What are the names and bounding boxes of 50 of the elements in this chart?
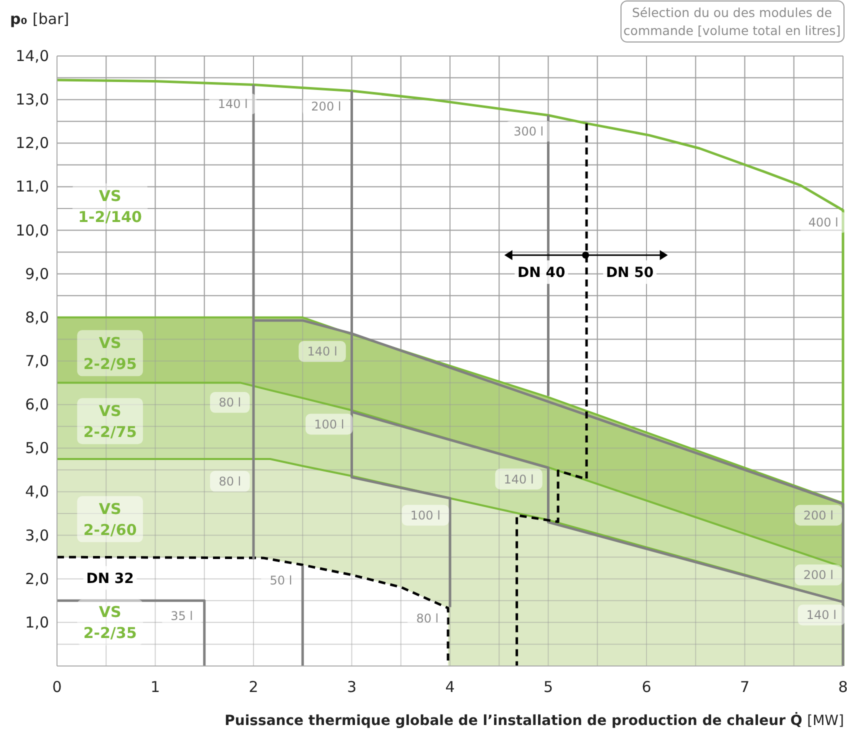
x-tick-label: 6 — [642, 678, 652, 696]
x-tick-label: 1 — [150, 678, 160, 696]
x-tick-label: 7 — [740, 678, 750, 696]
y-tick-label: 2,0 — [25, 570, 49, 588]
y-tick-label: 12,0 — [16, 134, 49, 152]
y-tick-label: 9,0 — [25, 264, 49, 283]
annotation: 80 l — [416, 611, 439, 626]
annotation: 100 l — [410, 508, 440, 522]
annotation: 80 l — [218, 474, 242, 488]
annotation: 300 l — [514, 124, 544, 139]
y-tick-label: 1,0 — [25, 613, 49, 632]
annotation: 100 l — [314, 417, 344, 432]
x-tick-label: 5 — [543, 678, 554, 696]
y-tick-label: 7,0 — [25, 352, 49, 370]
annotation: 50 l — [270, 573, 292, 588]
y-tick-label: 11,0 — [16, 178, 49, 196]
x-axis-title: Puissance thermique globale de l’installation de production de chaleur Q̇ [MW] — [224, 711, 844, 729]
annotation: DN 40 — [518, 265, 566, 282]
annotation: 140 l — [806, 608, 836, 622]
x-tick-label: 3 — [346, 678, 357, 696]
annotation: 200 l — [803, 568, 834, 582]
annotation: 400 l — [808, 216, 838, 230]
annotation: 35 l — [170, 609, 193, 624]
x-tick-label: 2 — [248, 678, 258, 696]
x-tick-label: 8 — [838, 678, 847, 696]
annotation: 140 l — [504, 472, 534, 486]
x-tick-label: 0 — [52, 678, 62, 696]
annotation: VS 2-2/75 — [83, 402, 137, 441]
y-axis-title: p₀ [bar] — [10, 10, 70, 28]
annotation: DN 32 — [86, 570, 134, 587]
y-tick-label: 14,0 — [16, 47, 49, 65]
annotation: VS 2-2/35 — [83, 603, 137, 642]
x-tick-label: 4 — [445, 678, 455, 696]
annotation: 140 l — [218, 97, 248, 112]
annotation: VS 1-2/140 — [78, 187, 142, 226]
y-tick-label: 10,0 — [16, 221, 49, 240]
annotation: VS 2-2/60 — [83, 500, 137, 539]
annotation: 200 l — [803, 508, 834, 522]
annotation: 80 l — [218, 396, 242, 410]
y-tick-label: 3,0 — [25, 526, 49, 544]
annotation: DN 50 — [606, 265, 654, 282]
y-tick-label: 13,0 — [16, 90, 49, 109]
annotation: VS 2-2/95 — [83, 334, 137, 373]
annotation: 200 l — [311, 99, 342, 114]
text: Sélection du ou des modules de commande [volume total en litres] — [623, 5, 841, 38]
y-tick-label: 8,0 — [25, 308, 49, 326]
y-tick-label: 4,0 — [25, 482, 49, 501]
y-tick-label: 5,0 — [25, 439, 49, 458]
y-tick-label: 6,0 — [25, 396, 49, 414]
annotation: 140 l — [307, 344, 338, 359]
